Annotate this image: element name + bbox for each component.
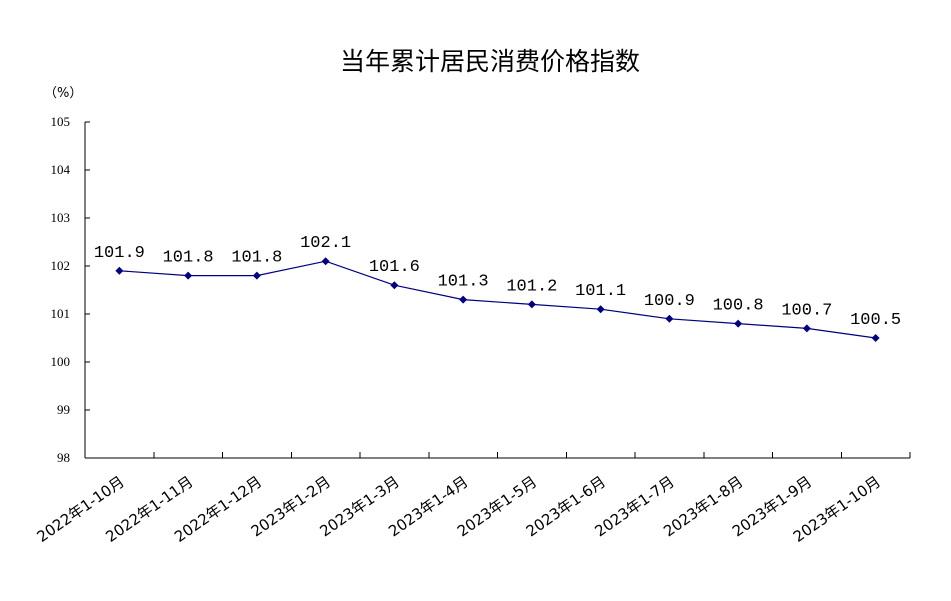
axes (84, 121, 911, 459)
series-line (119, 260, 876, 339)
plot-series: 101.9 101.8 101.8 102.1 101.6 101.3 101.2 101.1… (94, 234, 901, 342)
data-point-marker (527, 300, 536, 309)
data-point-marker (871, 334, 880, 342)
data-label: 101.8 (163, 249, 214, 268)
data-label: 100.8 (713, 297, 764, 316)
x-tick-labels: 2022年1-10月2022年1-11月2022年1-12月2023年1-2月2… (34, 473, 884, 546)
data-point-marker (665, 314, 674, 323)
data-point-marker (321, 257, 330, 266)
data-label: 101.9 (94, 244, 145, 263)
y-axis-unit-label: （%） (44, 86, 82, 101)
data-label: 100.5 (850, 311, 901, 330)
y-tick-label: 99 (57, 402, 70, 417)
data-point-marker (459, 295, 468, 304)
data-label: 101.6 (369, 258, 420, 277)
data-point-marker (596, 305, 605, 314)
data-label: 101.3 (438, 273, 489, 292)
data-label: 102.1 (300, 234, 351, 253)
data-point-marker (390, 281, 399, 290)
data-point-marker (252, 271, 261, 280)
data-label: 101.1 (575, 282, 626, 301)
y-tick-label: 105 (51, 114, 71, 129)
y-tick-label: 98 (57, 450, 70, 465)
data-point-marker (802, 324, 811, 333)
data-point-marker (734, 319, 743, 328)
data-label: 100.9 (644, 292, 695, 311)
y-tick-label: 100 (51, 354, 71, 369)
data-point-marker (184, 271, 193, 280)
data-point-marker (115, 266, 124, 275)
y-tick-label: 101 (51, 306, 71, 321)
y-tick-labels: 98 99 100 101 102 103 104 105 (51, 114, 71, 465)
data-label: 101.2 (506, 277, 557, 296)
y-tick-label: 102 (51, 258, 71, 273)
data-label: 100.7 (781, 301, 832, 320)
chart-title: 当年累计居民消费价格指数 (340, 47, 640, 76)
y-tick-label: 104 (51, 162, 71, 177)
data-label: 101.8 (231, 249, 282, 268)
y-tick-label: 103 (51, 210, 71, 225)
